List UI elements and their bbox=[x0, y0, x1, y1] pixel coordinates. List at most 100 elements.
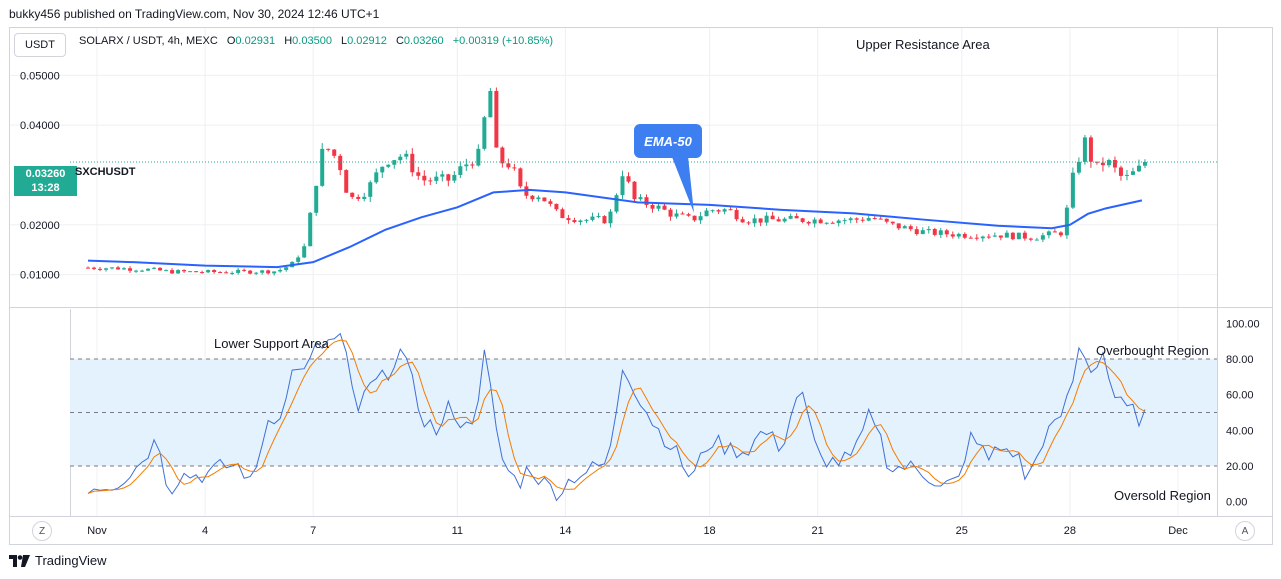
time-tick-label: Dec bbox=[1168, 525, 1188, 537]
candle-body bbox=[200, 272, 205, 274]
candle-body bbox=[806, 221, 811, 224]
price-tick-label: 0.05000 bbox=[20, 70, 60, 82]
candle-body bbox=[440, 174, 445, 177]
currency-button[interactable]: USDT bbox=[14, 33, 66, 57]
candle-body bbox=[914, 229, 919, 235]
candle-body bbox=[542, 197, 547, 202]
candle-body bbox=[422, 175, 427, 181]
candle-body bbox=[170, 270, 175, 274]
price-axis: 0.01000 0.02000 0.04000 0.05000 bbox=[20, 70, 60, 281]
candle-body bbox=[632, 181, 637, 200]
candle-body bbox=[710, 210, 715, 212]
candle-body bbox=[416, 172, 421, 176]
candle-body bbox=[404, 153, 409, 157]
candle-body bbox=[938, 230, 943, 235]
candle-body bbox=[896, 223, 901, 229]
candle-body bbox=[620, 176, 625, 196]
candle-body bbox=[1046, 231, 1051, 236]
high-value: 0.03500 bbox=[292, 35, 332, 47]
candle-body bbox=[1028, 238, 1033, 240]
close-value: 0.03260 bbox=[403, 35, 444, 47]
candle-body bbox=[884, 218, 889, 222]
candle-body bbox=[860, 219, 865, 221]
candle-body bbox=[122, 268, 127, 270]
candle-body bbox=[722, 209, 727, 212]
candle-body bbox=[1076, 161, 1081, 173]
oversold-label: Oversold Region bbox=[1114, 488, 1211, 503]
rsi-band bbox=[70, 358, 1217, 467]
chart-frame bbox=[9, 27, 1273, 545]
time-tick-label: 11 bbox=[452, 525, 463, 537]
candle-body bbox=[1088, 137, 1093, 162]
rsi-tick-label: 0.00 bbox=[1226, 497, 1247, 509]
candle-body bbox=[800, 218, 805, 222]
symbol-price-label: SXCHUSDT bbox=[75, 166, 136, 178]
time-tick-label: 4 bbox=[202, 525, 208, 537]
candle-body bbox=[656, 205, 661, 209]
candle-body bbox=[788, 216, 793, 219]
candle-body bbox=[776, 219, 781, 222]
candle-body bbox=[188, 271, 193, 273]
candle-body bbox=[1100, 162, 1105, 166]
auto-scale-button[interactable]: A bbox=[1235, 521, 1255, 541]
candle-body bbox=[680, 213, 685, 215]
open-value: 0.02931 bbox=[235, 35, 276, 47]
candle-body bbox=[554, 203, 559, 210]
candle-body bbox=[1112, 159, 1117, 168]
candle-body bbox=[1106, 159, 1111, 166]
candle-body bbox=[962, 233, 967, 238]
candle-body bbox=[386, 164, 391, 167]
candle-body bbox=[380, 166, 385, 173]
candle-body bbox=[134, 270, 139, 272]
candle-body bbox=[470, 164, 475, 166]
candle-body bbox=[644, 197, 649, 205]
rsi-tick-label: 80.00 bbox=[1226, 354, 1254, 366]
candle-body bbox=[1124, 174, 1129, 176]
candle-body bbox=[500, 147, 505, 164]
candle-body bbox=[602, 216, 607, 224]
candle-body bbox=[512, 167, 517, 169]
candle-body bbox=[812, 219, 817, 224]
time-tick-label: 21 bbox=[812, 525, 824, 537]
candle-body bbox=[194, 271, 199, 273]
tradingview-brand: TradingView bbox=[35, 553, 107, 568]
candle-body bbox=[908, 226, 913, 230]
candle-body bbox=[91, 267, 96, 269]
time-tick-label: 25 bbox=[956, 525, 968, 537]
change-value: +0.00319 (+10.85%) bbox=[452, 35, 554, 47]
candle-body bbox=[638, 197, 643, 200]
candle-body bbox=[254, 272, 259, 274]
zoom-button[interactable]: Z bbox=[32, 521, 52, 541]
candle-body bbox=[518, 168, 523, 187]
candle-body bbox=[314, 185, 319, 213]
candle-body bbox=[770, 215, 775, 220]
candle-body bbox=[182, 270, 187, 272]
time-tick-label: 7 bbox=[310, 525, 316, 537]
candle-body bbox=[506, 163, 511, 168]
candle-body bbox=[218, 272, 223, 274]
candle-body bbox=[464, 164, 469, 167]
candle-body bbox=[794, 216, 799, 219]
candle-body bbox=[488, 91, 493, 118]
price-tick-label: 0.04000 bbox=[20, 120, 60, 132]
candle-body bbox=[398, 156, 403, 161]
price-tick-label: 0.01000 bbox=[20, 270, 60, 282]
last-price-badge: 0.03260 13:28 bbox=[14, 166, 77, 196]
candle-body bbox=[926, 229, 931, 231]
candle-body bbox=[1004, 232, 1009, 238]
candle-body bbox=[596, 216, 601, 218]
candle-body bbox=[548, 201, 553, 204]
candle-body bbox=[956, 233, 961, 237]
candle-body bbox=[746, 222, 751, 224]
rsi-line bbox=[87, 332, 1146, 502]
close-label: C bbox=[395, 35, 404, 47]
tradingview-logo: TradingView bbox=[9, 553, 107, 568]
candle-body bbox=[482, 117, 487, 149]
candle-body bbox=[686, 214, 691, 216]
candle-body bbox=[740, 219, 745, 223]
ohlc-legend: SOLARX / USDT, 4h, MEXC O0.02931 H0.0350… bbox=[79, 35, 553, 47]
candle-body bbox=[1058, 232, 1063, 236]
candle-body bbox=[1052, 231, 1057, 233]
candle-body bbox=[614, 195, 619, 212]
